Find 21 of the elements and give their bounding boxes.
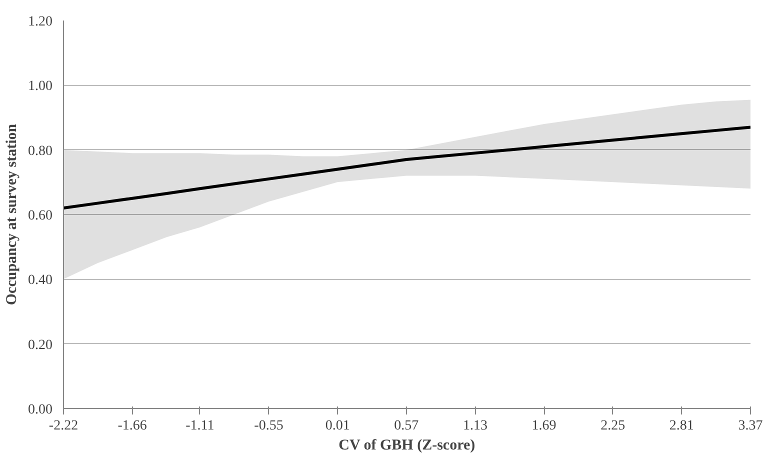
- x-axis-title: CV of GBH (Z-score): [338, 438, 476, 454]
- x-tick-label: 2.25: [600, 418, 626, 434]
- x-tick-label: 1.13: [462, 418, 488, 434]
- x-tick-label: 2.81: [669, 418, 694, 434]
- x-tick-label: 3.37: [738, 418, 763, 434]
- x-tick-label: -2.22: [48, 418, 78, 434]
- x-tick-label: 1.69: [532, 418, 556, 434]
- y-axis-title: Occupancy at survey station: [4, 123, 20, 306]
- x-tick-label: -1.66: [118, 418, 147, 434]
- x-tick-label: -0.55: [254, 418, 284, 434]
- y-tick-label: 0.60: [28, 208, 52, 224]
- y-tick-label: 0.80: [28, 144, 52, 159]
- line-series: [64, 126, 750, 210]
- x-tick-label: 0.01: [325, 418, 350, 434]
- x-tick-label: -1.11: [186, 418, 214, 434]
- y-tick-label: 0.40: [28, 273, 52, 288]
- y-tick-label: 0.00: [28, 402, 52, 418]
- y-tick-label: 0.20: [28, 338, 52, 353]
- y-tick-label: 1.20: [28, 14, 52, 30]
- x-tick-label: 0.57: [394, 418, 419, 434]
- y-tick-label: 1.00: [28, 79, 52, 94]
